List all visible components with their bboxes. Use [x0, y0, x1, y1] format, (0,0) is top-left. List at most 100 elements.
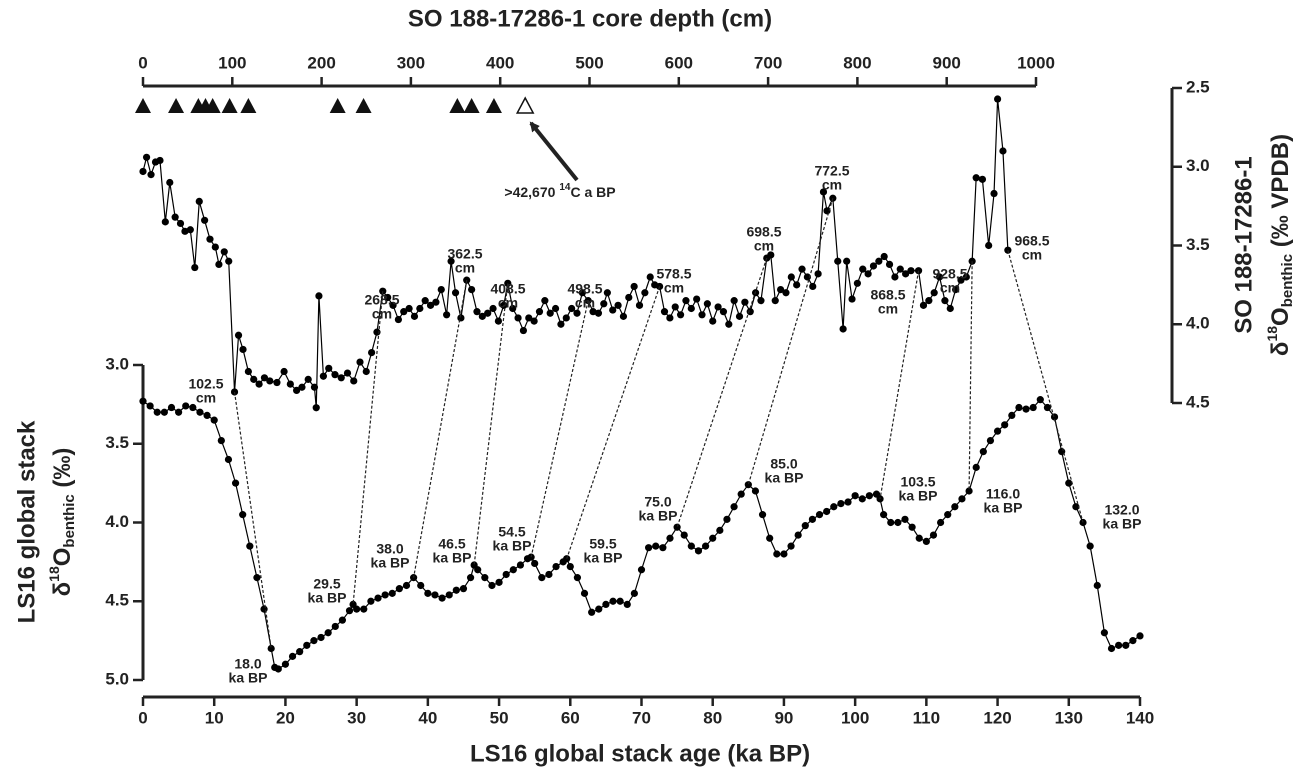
data-point — [922, 537, 930, 546]
data-point — [473, 308, 481, 316]
data-point — [730, 297, 738, 305]
data-point — [915, 534, 923, 542]
data-point — [405, 304, 413, 313]
data-point — [1043, 403, 1052, 412]
data-point — [402, 581, 411, 590]
data-point — [869, 262, 878, 270]
data-point — [362, 367, 370, 376]
data-point — [557, 320, 565, 328]
annotation-arrow — [529, 121, 579, 182]
data-point — [819, 188, 828, 196]
data-point — [815, 511, 824, 519]
depth-tie-label: 772.5 — [814, 163, 849, 179]
data-point — [808, 515, 817, 523]
data-point — [551, 304, 560, 313]
data-point — [719, 308, 728, 316]
data-point — [645, 544, 653, 552]
right-axis-label: SO 188-17286-1 — [1230, 156, 1257, 333]
data-point — [957, 276, 965, 284]
data-point — [286, 380, 294, 388]
data-point — [304, 375, 312, 383]
data-point — [771, 297, 779, 305]
data-point — [659, 544, 667, 552]
data-point — [773, 550, 781, 558]
age-tie-label: 54.5 — [498, 524, 525, 540]
data-point — [625, 293, 633, 302]
data-point — [801, 522, 809, 530]
data-point — [139, 167, 147, 176]
dated-marker — [485, 98, 502, 113]
data-point — [356, 358, 364, 366]
data-point — [303, 641, 311, 649]
data-point — [814, 270, 822, 278]
data-point — [319, 372, 327, 380]
data-point — [530, 317, 538, 325]
data-point — [746, 308, 754, 316]
data-point — [224, 455, 233, 464]
data-point — [823, 207, 831, 215]
data-point — [978, 175, 987, 183]
data-point — [730, 503, 738, 511]
data-point — [509, 304, 517, 313]
data-point — [834, 257, 842, 265]
data-point — [350, 377, 358, 385]
x-tick-label: 40 — [418, 708, 437, 727]
data-point — [637, 566, 646, 574]
data-point — [478, 312, 486, 320]
data-point — [951, 503, 959, 511]
data-point — [666, 314, 674, 322]
y-tick-label: 3.5 — [105, 433, 129, 452]
data-point — [880, 511, 888, 519]
data-point — [1122, 641, 1130, 649]
depth-tie-label: 362.5 — [447, 246, 482, 262]
dated-marker — [355, 98, 372, 113]
data-point — [509, 566, 517, 574]
y-tick-label: 4.5 — [1186, 392, 1210, 411]
age-tie-label: 132.0 — [1104, 502, 1139, 518]
data-point — [757, 297, 765, 305]
data-point — [1065, 479, 1073, 487]
data-point — [381, 591, 389, 599]
data-point — [1072, 503, 1080, 511]
data-point — [1107, 644, 1116, 653]
data-point — [652, 542, 660, 550]
data-point — [531, 559, 539, 568]
data-point — [210, 416, 218, 424]
data-point — [694, 547, 703, 555]
data-point — [744, 481, 752, 489]
data-point — [641, 289, 649, 297]
data-point — [985, 241, 993, 250]
data-point — [494, 317, 503, 325]
depth-tie-label: 968.5 — [1014, 233, 1049, 249]
x-tick-label: 800 — [843, 53, 871, 72]
data-point — [186, 226, 194, 234]
right-axis-label-2: δ18Obenthic (‰ VPDB) — [1264, 134, 1296, 356]
data-point — [875, 257, 883, 265]
data-point — [885, 260, 894, 268]
x-tick-label: 10 — [205, 708, 224, 727]
data-point — [671, 303, 679, 311]
x-tick-label: 70 — [632, 708, 651, 727]
data-point — [941, 297, 949, 305]
data-point — [703, 300, 711, 308]
data-point — [367, 597, 375, 605]
annotation: >42,670 14C a BP — [504, 182, 615, 200]
data-point — [851, 492, 859, 500]
data-point — [994, 95, 1002, 103]
x-tick-label: 80 — [703, 708, 722, 727]
age-tie-label: 103.5 — [900, 474, 935, 490]
y-tick-label: 3.0 — [105, 354, 129, 373]
depth-tie-label: 868.5 — [870, 287, 905, 303]
data-point — [902, 270, 910, 278]
data-point — [220, 248, 228, 256]
y-tick-label: 4.5 — [105, 591, 129, 610]
dated-marker — [463, 98, 480, 113]
tie-line — [352, 291, 384, 605]
data-point — [280, 367, 288, 376]
tie-line — [233, 391, 272, 649]
data-point — [488, 581, 496, 590]
age-tie-label: ka BP — [308, 590, 347, 606]
bottom-axis-label: LS16 global stack age (ka BP) — [470, 740, 810, 767]
data-point — [676, 311, 685, 319]
data-point — [195, 197, 203, 205]
